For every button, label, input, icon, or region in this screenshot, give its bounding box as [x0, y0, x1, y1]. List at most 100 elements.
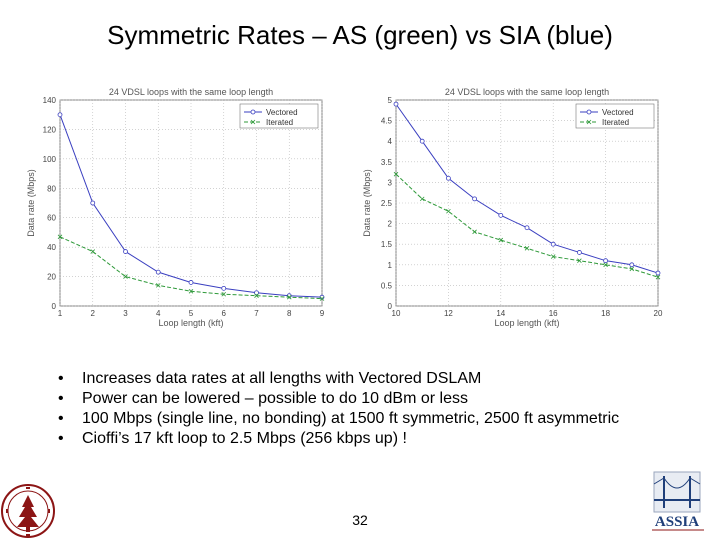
chart-title: 24 VDSL loops with the same loop length	[109, 87, 273, 97]
legend-marker	[586, 119, 592, 125]
data-point	[319, 296, 325, 301]
y-tick-label: 140	[43, 96, 57, 105]
data-point	[57, 234, 63, 240]
data-point	[90, 249, 96, 254]
data-point	[221, 291, 227, 297]
x-tick-label: 4	[156, 309, 161, 318]
data-point	[188, 280, 194, 285]
data-point	[123, 274, 128, 279]
y-tick-label: 2	[388, 220, 393, 229]
bullet-list: • Increases data rates at all lengths wit…	[58, 370, 658, 450]
chart-svg: 0 20 40 60 80 100 120 140 1 2 3 4 5 6 7 8 9 24 VDSL loops…	[26, 87, 325, 328]
y-axis-label: Data rate (Mbps)	[26, 169, 36, 237]
y-tick-label: 3	[388, 178, 393, 187]
data-point	[603, 258, 609, 264]
data-point	[221, 285, 227, 291]
chart-left: 0 20 40 60 80 100 120 140 1 2 3 4 5 6 7 8 9 24 VDSL loops…	[18, 80, 338, 330]
data-point	[57, 112, 63, 118]
chart-svg: 0 0.5 1 1.5 2 2.5 3 3.5 4 4.5 5 10 12 14 16 18 20 24 VDSL…	[362, 87, 663, 328]
data-point	[393, 171, 399, 177]
y-tick-label: 120	[43, 125, 57, 134]
bullet-item: • Cioffi’s 17 kft loop to 2.5 Mbps (256 k…	[58, 430, 658, 448]
y-tick-label: 1.5	[381, 240, 393, 249]
data-point	[188, 289, 194, 294]
x-tick-label: 6	[222, 309, 227, 318]
x-axis-label: Loop length (kft)	[494, 318, 559, 328]
chart-title: 24 VDSL loops with the same loop length	[445, 87, 609, 97]
y-tick-label: 60	[47, 214, 56, 223]
y-tick-label: 20	[47, 273, 56, 282]
chart-right: 0 0.5 1 1.5 2 2.5 3 3.5 4 4.5 5 10 12 14 16 18 20 24 VDSL…	[360, 80, 670, 330]
data-point	[524, 246, 530, 251]
y-tick-label: 40	[47, 243, 56, 252]
data-point	[254, 290, 259, 296]
slide-title: Symmetric Rates – AS (green) vs SIA (blu…	[107, 20, 613, 50]
legend-label: Vectored	[602, 108, 634, 117]
bullet-text: 100 Mbps (single line, no bonding) at 15…	[82, 410, 620, 427]
data-point	[254, 293, 259, 298]
y-axis-label: Data rate (Mbps)	[362, 169, 372, 237]
data-point	[498, 237, 504, 243]
x-tick-label: 5	[189, 309, 194, 318]
x-tick-label: 16	[549, 309, 558, 318]
data-point	[123, 249, 128, 254]
bullet-item: • Power can be lowered – possible to do 1…	[58, 390, 658, 408]
legend-label: Iterated	[266, 118, 293, 127]
x-tick-label: 8	[287, 309, 292, 318]
data-point	[155, 269, 161, 275]
x-tick-label: 18	[601, 309, 610, 318]
data-point	[655, 270, 661, 276]
x-tick-label: 1	[58, 309, 63, 318]
legend-marker	[250, 109, 256, 115]
legend-box	[239, 103, 319, 129]
data-point	[472, 229, 477, 235]
y-tick-label: 3.5	[381, 158, 393, 167]
bullet-dot: •	[58, 410, 64, 427]
data-point	[550, 241, 556, 247]
y-tick-label: 0	[388, 302, 393, 311]
assia-logo-text: ASSIA	[655, 514, 699, 530]
bullet-dot: •	[58, 370, 64, 387]
data-point	[524, 225, 530, 231]
x-tick-label: 20	[654, 309, 663, 318]
x-tick-label: 2	[91, 309, 96, 318]
y-tick-label: 100	[43, 155, 57, 164]
x-axis-label: Loop length (kft)	[158, 318, 223, 328]
bullet-text: Power can be lowered – possible to do 10…	[82, 390, 468, 407]
x-tick-label: 9	[320, 309, 325, 318]
bullet-dot: •	[58, 390, 64, 407]
y-tick-label: 0.5	[381, 281, 393, 290]
data-point	[498, 212, 504, 218]
series-line	[395, 103, 659, 274]
y-tick-label: 5	[388, 96, 393, 105]
x-tick-label: 12	[444, 309, 453, 318]
assia-logo: ASSIA	[646, 470, 710, 541]
university-seal-logo	[0, 483, 58, 545]
data-point	[446, 175, 451, 181]
legend-box	[575, 103, 655, 129]
data-point	[629, 266, 635, 272]
x-tick-label: 7	[254, 309, 259, 318]
y-tick-label: 0	[52, 302, 57, 311]
data-point	[393, 101, 399, 107]
legend-marker	[586, 109, 592, 115]
x-tick-label: 14	[496, 309, 505, 318]
bullet-item: • 100 Mbps (single line, no bonding) at 1…	[58, 410, 658, 428]
bullet-item: • Increases data rates at all lengths wit…	[58, 370, 658, 388]
data-point	[629, 262, 635, 268]
data-point	[603, 262, 608, 268]
x-tick-label: 10	[392, 309, 401, 318]
data-point	[550, 254, 556, 259]
legend-label: Iterated	[602, 118, 629, 127]
data-point	[577, 258, 582, 263]
data-point	[472, 196, 477, 202]
data-point	[576, 250, 582, 255]
y-tick-label: 80	[47, 184, 56, 193]
data-point	[446, 208, 451, 214]
data-point	[155, 283, 161, 288]
bullet-text: Cioffi’s 17 kft loop to 2.5 Mbps (256 kb…	[82, 430, 407, 447]
bullet-dot: •	[58, 430, 64, 447]
legend-marker	[250, 119, 256, 125]
